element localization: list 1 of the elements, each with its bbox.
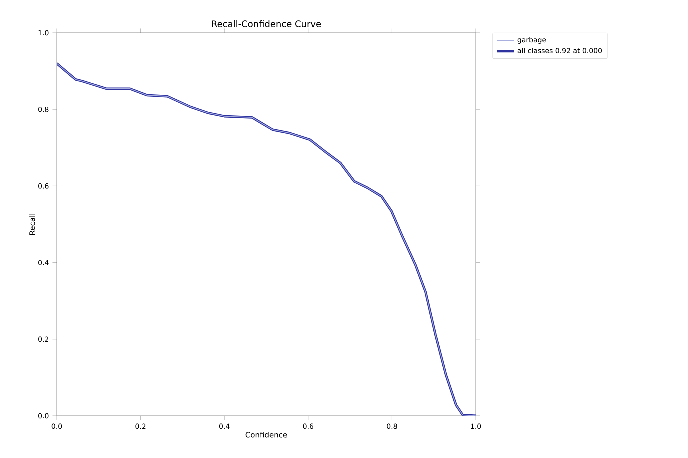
chart-title: Recall-Confidence Curve (212, 20, 322, 28)
